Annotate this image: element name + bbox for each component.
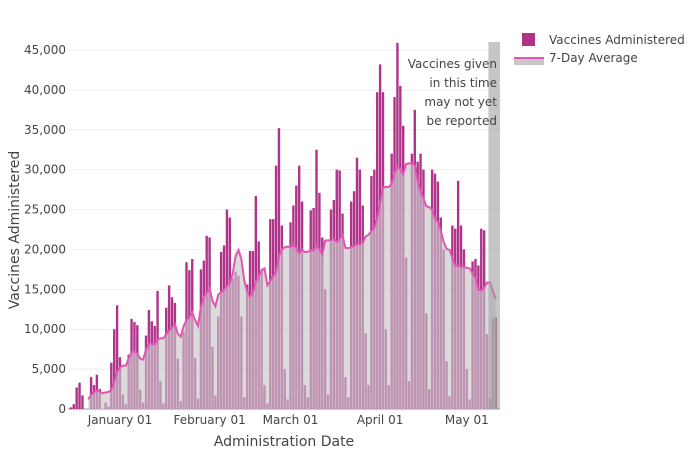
average-area-fill — [88, 163, 496, 409]
bar — [115, 305, 119, 409]
x-tick-label: January 01 — [87, 413, 153, 427]
bar — [75, 387, 78, 409]
legend-label-bars: Vaccines Administered — [549, 33, 685, 47]
annotation: Vaccines given in this time may not yet be … — [408, 57, 498, 128]
average-area — [87, 162, 497, 409]
annotation-line: may not yet — [424, 95, 497, 109]
y-tick-label: 40,000 — [24, 83, 66, 97]
average-line — [87, 162, 497, 400]
bar — [81, 395, 84, 409]
y-tick-label: 20,000 — [24, 242, 66, 256]
x-tick-label: April 01 — [357, 413, 404, 427]
bar — [89, 377, 93, 409]
legend-bar-swatch — [522, 33, 535, 46]
legend-item-average[interactable]: 7-Day Average — [514, 51, 638, 65]
legend-item-bars[interactable]: Vaccines Administered — [522, 33, 685, 47]
bar — [69, 407, 73, 409]
x-tick-label: May 01 — [445, 413, 489, 427]
bar — [110, 362, 113, 409]
legend: Vaccines Administered 7-Day Average — [514, 33, 685, 65]
y-tick-label: 35,000 — [24, 123, 66, 137]
y-tick-label: 30,000 — [24, 163, 66, 177]
y-tick-label: 15,000 — [24, 282, 66, 296]
x-tick-label: March 01 — [263, 413, 319, 427]
bar — [72, 404, 75, 409]
annotation-line: Vaccines given — [408, 57, 497, 71]
x-ticks: January 01 February 01 March 01 April 01 May… — [87, 413, 489, 427]
y-axis-title: Vaccines Administered — [7, 151, 23, 309]
x-axis-title: Administration Date — [214, 434, 354, 450]
bar — [78, 382, 81, 409]
y-tick-label: 0 — [58, 402, 66, 416]
y-tick-label: 5,000 — [32, 362, 66, 376]
shaded-region — [488, 42, 500, 409]
y-ticks: 0 5,000 10,000 15,000 20,000 25,000 30,000 35,0… — [24, 43, 66, 416]
y-tick-label: 10,000 — [24, 322, 66, 336]
annotation-line: in this time — [429, 76, 497, 90]
legend-label-average: 7-Day Average — [549, 51, 638, 65]
annotation-line: be reported — [427, 114, 497, 128]
bar — [113, 329, 116, 409]
legend-area-swatch — [514, 58, 544, 65]
y-tick-label: 25,000 — [24, 203, 66, 217]
x-tick-label: February 01 — [173, 413, 245, 427]
y-tick-label: 45,000 — [24, 43, 66, 57]
unreported-shade — [488, 42, 500, 409]
